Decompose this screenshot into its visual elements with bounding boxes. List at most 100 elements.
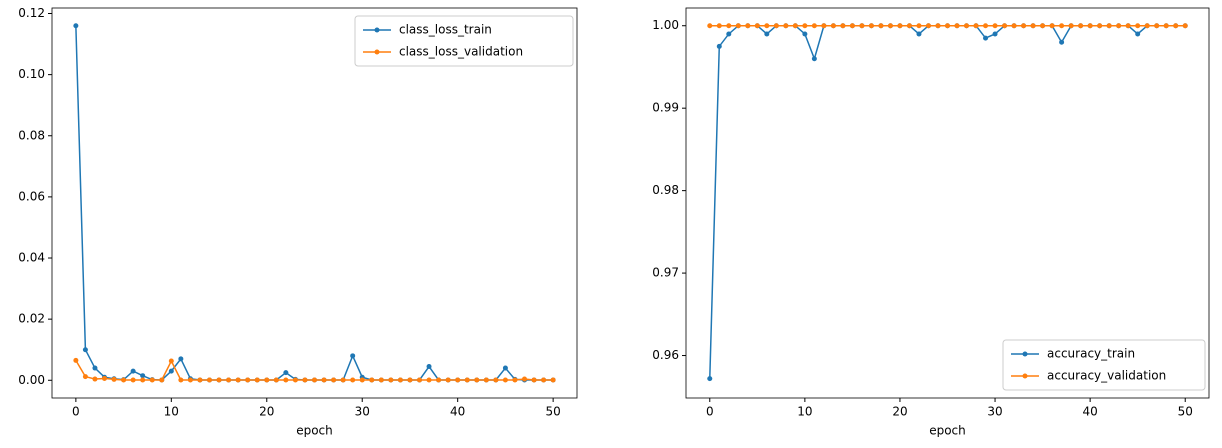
data-point [745,23,751,29]
data-point [925,23,931,29]
legend-label: accuracy_validation [1047,369,1166,383]
data-point [1106,23,1112,29]
data-point [1078,23,1084,29]
data-point [235,377,241,383]
data-point [121,377,127,383]
data-point [1049,23,1055,29]
data-point [159,377,165,383]
data-point [840,23,846,29]
data-point [773,23,779,29]
data-point [906,23,912,29]
data-point [897,23,903,29]
x-tick-label: 10 [797,405,812,419]
data-point [945,23,950,29]
legend-label: class_loss_validation [399,45,523,59]
data-point [111,376,117,382]
data-point [417,377,422,383]
data-point [983,23,989,29]
x-tick-label: 0 [706,405,714,419]
data-point [868,23,874,29]
data-point [82,374,88,380]
data-point [331,377,337,383]
data-point [1163,23,1169,29]
y-tick-label: 0.97 [652,266,679,280]
data-point [140,377,146,383]
data-point [541,377,547,383]
data-point [397,377,403,383]
data-point [226,377,232,383]
x-tick-label: 30 [987,405,1002,419]
data-point [464,377,470,383]
legend: accuracy_train accuracy_validation [1002,339,1206,391]
data-point [1030,23,1036,29]
data-point [283,370,289,376]
legend-label: accuracy_train [1047,347,1135,361]
data-point [878,23,884,29]
data-point [502,365,508,371]
data-point [426,377,432,383]
data-point [531,377,537,383]
data-point [1135,31,1141,37]
legend-marker [1022,351,1028,357]
data-point [859,23,865,29]
y-tick-label: 0.99 [652,101,679,115]
data-point [1154,23,1160,29]
data-point [73,23,79,29]
data-point [502,377,508,383]
data-point [1021,23,1027,29]
data-point [302,377,308,383]
data-point [102,375,107,381]
data-point [512,377,518,383]
y-tick-label: 0.98 [652,183,679,197]
x-axis-label: epoch [929,424,966,438]
data-point [802,23,808,29]
data-point [811,23,817,29]
data-point [168,358,174,364]
data-point [1040,23,1046,29]
data-point [73,357,79,363]
data-point [811,56,817,62]
data-point [264,377,270,383]
data-point [168,368,174,374]
data-point [726,31,732,37]
data-point [716,23,722,29]
x-tick-label: 0 [72,405,80,419]
data-point [350,377,356,383]
y-tick-label: 0.12 [18,6,45,20]
data-point [830,23,836,29]
data-point [178,356,184,362]
data-point [312,377,317,383]
data-point [754,23,760,29]
data-point [1097,23,1103,29]
data-point [1144,23,1150,29]
data-point [216,377,222,383]
axes: 0.96 0.97 0.98 0.99 1.00 0 10 20 30 40 50 epoch [652,7,1210,438]
data-point [388,377,394,383]
y-tick-label: 0.02 [18,312,45,326]
data-point [292,377,298,383]
plot-frame [685,7,1210,399]
data-point [1116,23,1122,29]
data-point [1173,23,1179,29]
y-tick-label: 1.00 [652,18,679,32]
data-point [1125,23,1131,29]
legend-label: class_loss_train [399,23,492,37]
data-point [245,377,251,383]
data-point [1002,23,1008,29]
x-tick-label: 10 [164,405,179,419]
data-point [207,377,212,383]
data-point [735,23,741,29]
legend-marker [1022,373,1028,379]
x-axis-label: epoch [296,424,333,438]
data-point [130,377,136,383]
data-point [283,377,289,383]
data-point [550,377,556,383]
data-point [474,377,480,383]
data-point [378,377,384,383]
data-point [493,377,499,383]
data-point [369,377,375,383]
data-point [1135,23,1141,29]
y-tick-label: 0.04 [18,251,45,265]
data-point [149,377,155,383]
